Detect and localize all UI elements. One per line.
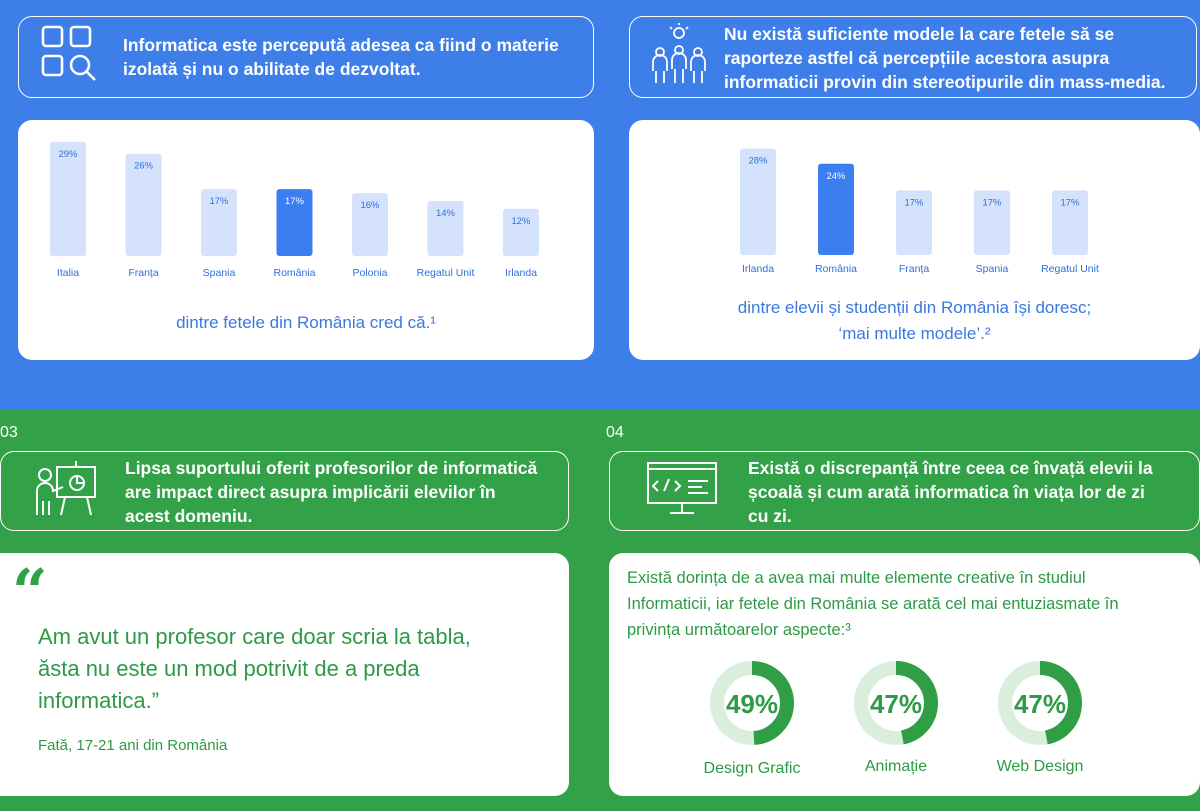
bar-value-label-0: 28% [748, 156, 768, 167]
people-idea-icon [648, 21, 712, 93]
donut-category-label-1: Animație [864, 758, 928, 775]
bar-value-label-0: 29% [58, 149, 78, 160]
bar-category-label-0: Irlanda [742, 263, 774, 275]
section2-caption: dintre elevii și studenții din România î… [629, 295, 1200, 347]
bar-category-label-3: România [273, 267, 315, 279]
section2-caption-line1: dintre elevii și studenții din România î… [737, 298, 1092, 317]
section1-header: Informatica este percepută adesea ca fii… [18, 16, 594, 98]
section4-number: 04 [606, 424, 624, 441]
section2-header: Nu există suficiente modele la care fete… [629, 16, 1197, 98]
bar-value-label-1: 26% [134, 161, 154, 172]
section2-chart-card: 28% Irlanda 24% România 17% Franța 17% Spania 17… [629, 120, 1200, 360]
bar-category-label-1: Franța [128, 267, 159, 279]
donut-category-label-2: Web Design [996, 758, 1084, 775]
donut-value-2: 47% [1014, 689, 1066, 719]
bar-value-label-4: 16% [360, 200, 380, 211]
bar-value-label-4: 17% [1060, 197, 1080, 208]
quote-mark-icon: “ [12, 555, 48, 628]
bar-5 [427, 200, 464, 256]
section2-bar-chart: 28% Irlanda 24% România 17% Franța 17% Spania 17… [740, 148, 1099, 275]
code-monitor-icon [644, 457, 720, 525]
bar-value-label-2: 17% [209, 196, 229, 207]
bar-3 [974, 190, 1010, 255]
bar-category-label-2: Spania [203, 267, 236, 279]
section2-header-text: Nu există suficiente modele la care fete… [724, 24, 1166, 92]
bar-category-label-5: Regatul Unit [417, 267, 475, 279]
bar-6 [503, 208, 539, 256]
donut-arc-0 [710, 661, 794, 745]
bar-value-label-6: 12% [511, 216, 531, 227]
section4-donut-card: Există dorința de a avea mai multe eleme… [609, 553, 1200, 796]
bar-3 [276, 189, 313, 256]
section1-header-text: Informatica este percepută adesea ca fii… [123, 35, 559, 79]
donut-value-0: 49% [726, 689, 778, 719]
bar-1 [818, 163, 854, 255]
bar-4 [1052, 190, 1088, 255]
bar-value-label-5: 14% [436, 208, 456, 219]
donut-charts: 49% 47% 47% [710, 661, 1082, 745]
section1-chart-card: 29% Italia 26% Franța 17% Spania 17% România 16%… [18, 120, 594, 360]
quote-text: Am avut un profesor care doar scria la t… [38, 624, 471, 713]
donut-arc-1 [854, 661, 938, 745]
section3-header: Lipsa suportului oferit profesorilor de … [0, 451, 569, 531]
bar-category-label-4: Regatul Unit [1041, 263, 1099, 275]
bar-category-label-6: Irlanda [505, 267, 537, 279]
bar-value-label-3: 17% [285, 196, 305, 207]
bar-0 [50, 141, 86, 256]
bar-4 [352, 193, 388, 256]
bar-0 [740, 148, 776, 255]
bar-1 [125, 153, 162, 256]
section1-bar-chart: 29% Italia 26% Franța 17% Spania 17% România 16%… [50, 141, 539, 279]
donut-value-1: 47% [870, 689, 922, 719]
bar-category-label-0: Italia [57, 267, 79, 279]
section3-header-text: Lipsa suportului oferit profesorilor de … [125, 458, 538, 526]
section4-header: Există o discrepanță între ceea ce învaț… [609, 451, 1200, 531]
bar-category-label-1: România [815, 263, 857, 275]
section1-caption: dintre fetele din România cred că.¹ [176, 313, 436, 332]
section4-intro: Există dorința de a avea mai multe eleme… [627, 569, 1119, 639]
bar-2 [896, 190, 932, 255]
bar-value-label-3: 17% [982, 197, 1002, 208]
donut-arc-2 [998, 661, 1082, 745]
grid-search-icon [39, 23, 103, 91]
bar-value-label-2: 17% [904, 197, 924, 208]
section4-header-text: Există o discrepanță între ceea ce învaț… [748, 458, 1153, 526]
section3-quote-card: “ Am avut un profesor care doar scria la… [0, 553, 569, 796]
bar-category-label-3: Spania [976, 263, 1009, 275]
bar-value-label-1: 24% [826, 171, 846, 182]
bar-category-label-4: Polonia [352, 267, 387, 279]
quote-author: Fată, 17-21 ani din România [38, 737, 228, 754]
section2-caption-line2: ‘mai multe modele’.² [838, 324, 991, 343]
bar-category-label-2: Franța [899, 263, 930, 275]
section3-number: 03 [0, 424, 18, 441]
teacher-board-icon [33, 457, 101, 525]
donut-category-label-0: Design Grafic [703, 760, 801, 777]
bar-2 [201, 189, 237, 256]
